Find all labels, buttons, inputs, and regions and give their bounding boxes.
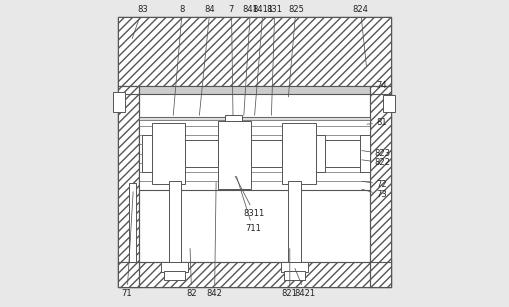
Bar (118, 86, 139, 287)
Bar (383, 95, 395, 112)
Text: 821: 821 (282, 249, 298, 298)
Text: 8411: 8411 (252, 5, 274, 115)
Text: 8311: 8311 (235, 176, 265, 218)
Text: 71: 71 (122, 192, 133, 298)
Text: 82: 82 (186, 249, 197, 298)
Bar (225, 115, 242, 121)
Text: 831: 831 (267, 5, 283, 115)
Bar (164, 271, 185, 280)
Bar (161, 262, 188, 272)
Text: 7: 7 (229, 5, 234, 115)
Text: 842: 842 (207, 183, 222, 298)
Text: 824: 824 (352, 5, 369, 66)
Bar (139, 117, 370, 190)
Bar (118, 17, 391, 287)
Text: 841: 841 (243, 5, 259, 115)
Text: 711: 711 (237, 176, 261, 233)
Text: 822: 822 (362, 158, 390, 167)
Bar (284, 271, 305, 280)
Bar (325, 140, 360, 167)
Bar (112, 92, 125, 112)
Text: 823: 823 (362, 149, 390, 158)
Bar (280, 262, 308, 272)
Bar (218, 121, 251, 189)
Text: 84: 84 (200, 5, 215, 115)
Bar (185, 140, 218, 167)
Bar (282, 123, 316, 184)
Bar (168, 181, 181, 262)
Bar (118, 86, 391, 94)
Bar (152, 123, 185, 184)
Bar (118, 17, 391, 86)
Bar (129, 183, 136, 262)
Bar (139, 117, 370, 120)
Text: 81: 81 (367, 118, 387, 127)
Text: 825: 825 (288, 5, 304, 97)
Bar (316, 135, 325, 172)
Text: 74: 74 (377, 81, 387, 91)
Bar (143, 135, 152, 172)
Text: 83: 83 (132, 5, 148, 39)
Bar (360, 135, 370, 172)
Text: 72: 72 (362, 180, 387, 189)
Bar (251, 140, 282, 167)
Text: 73: 73 (362, 189, 387, 200)
Bar (288, 181, 300, 262)
Text: 8421: 8421 (295, 268, 316, 298)
Bar (370, 86, 391, 287)
Text: 8: 8 (173, 5, 185, 115)
Bar (118, 262, 391, 287)
